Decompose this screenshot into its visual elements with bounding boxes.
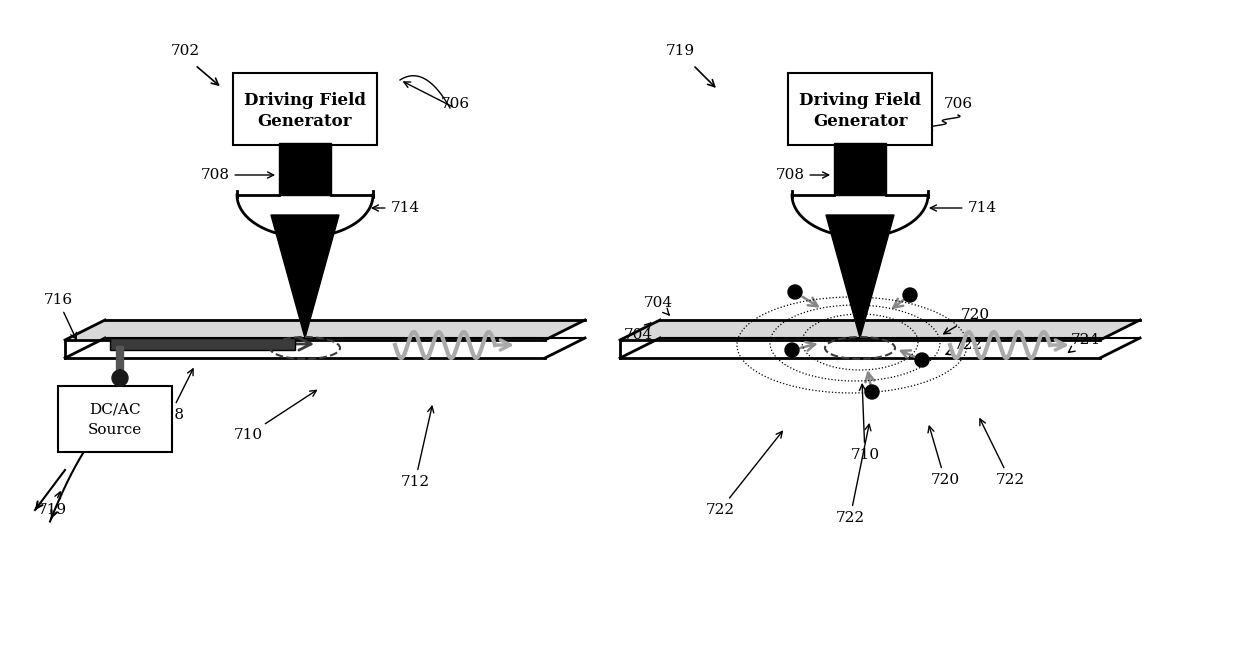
Bar [835, 143, 887, 195]
Text: 716: 716 [43, 293, 77, 339]
Circle shape [915, 353, 929, 367]
Circle shape [787, 285, 802, 299]
Text: 722: 722 [706, 432, 782, 517]
Circle shape [112, 370, 128, 386]
Text: Generator: Generator [812, 112, 908, 129]
Text: Driving Field: Driving Field [799, 92, 921, 109]
Text: 706: 706 [440, 97, 470, 111]
Circle shape [785, 343, 799, 357]
Polygon shape [64, 340, 546, 358]
Text: 722: 722 [836, 424, 870, 525]
FancyBboxPatch shape [233, 73, 377, 145]
Polygon shape [826, 215, 894, 338]
Text: 719: 719 [37, 492, 67, 517]
Text: 702: 702 [170, 44, 200, 58]
Bar [279, 143, 331, 195]
Text: 720: 720 [928, 426, 960, 487]
Text: Driving Field: Driving Field [244, 92, 366, 109]
Text: 710: 710 [233, 390, 316, 442]
Text: Generator: Generator [258, 112, 352, 129]
Bar [110, 338, 295, 350]
Text: 722: 722 [946, 338, 982, 354]
Text: 722: 722 [980, 419, 1024, 487]
Text: 719: 719 [666, 44, 694, 58]
Text: 708: 708 [775, 168, 828, 182]
Text: Source: Source [88, 423, 143, 437]
Text: 714: 714 [930, 201, 997, 215]
Text: 724: 724 [1069, 333, 1100, 353]
Text: DC/AC: DC/AC [89, 403, 141, 417]
Text: 712: 712 [401, 406, 434, 489]
Circle shape [866, 385, 879, 399]
Polygon shape [237, 195, 373, 237]
Text: 710: 710 [851, 385, 879, 462]
Polygon shape [64, 320, 585, 340]
Circle shape [903, 288, 918, 302]
Polygon shape [620, 320, 1140, 340]
Text: 708: 708 [201, 168, 274, 182]
Polygon shape [272, 215, 339, 338]
Text: 714: 714 [372, 201, 419, 215]
Text: 704: 704 [624, 323, 652, 342]
Text: 706: 706 [944, 97, 972, 111]
Text: 718: 718 [155, 369, 193, 422]
Text: 704: 704 [644, 296, 672, 315]
Polygon shape [792, 195, 928, 237]
Text: 720: 720 [944, 308, 990, 334]
FancyBboxPatch shape [58, 386, 172, 452]
Polygon shape [620, 340, 1100, 358]
FancyBboxPatch shape [787, 73, 932, 145]
